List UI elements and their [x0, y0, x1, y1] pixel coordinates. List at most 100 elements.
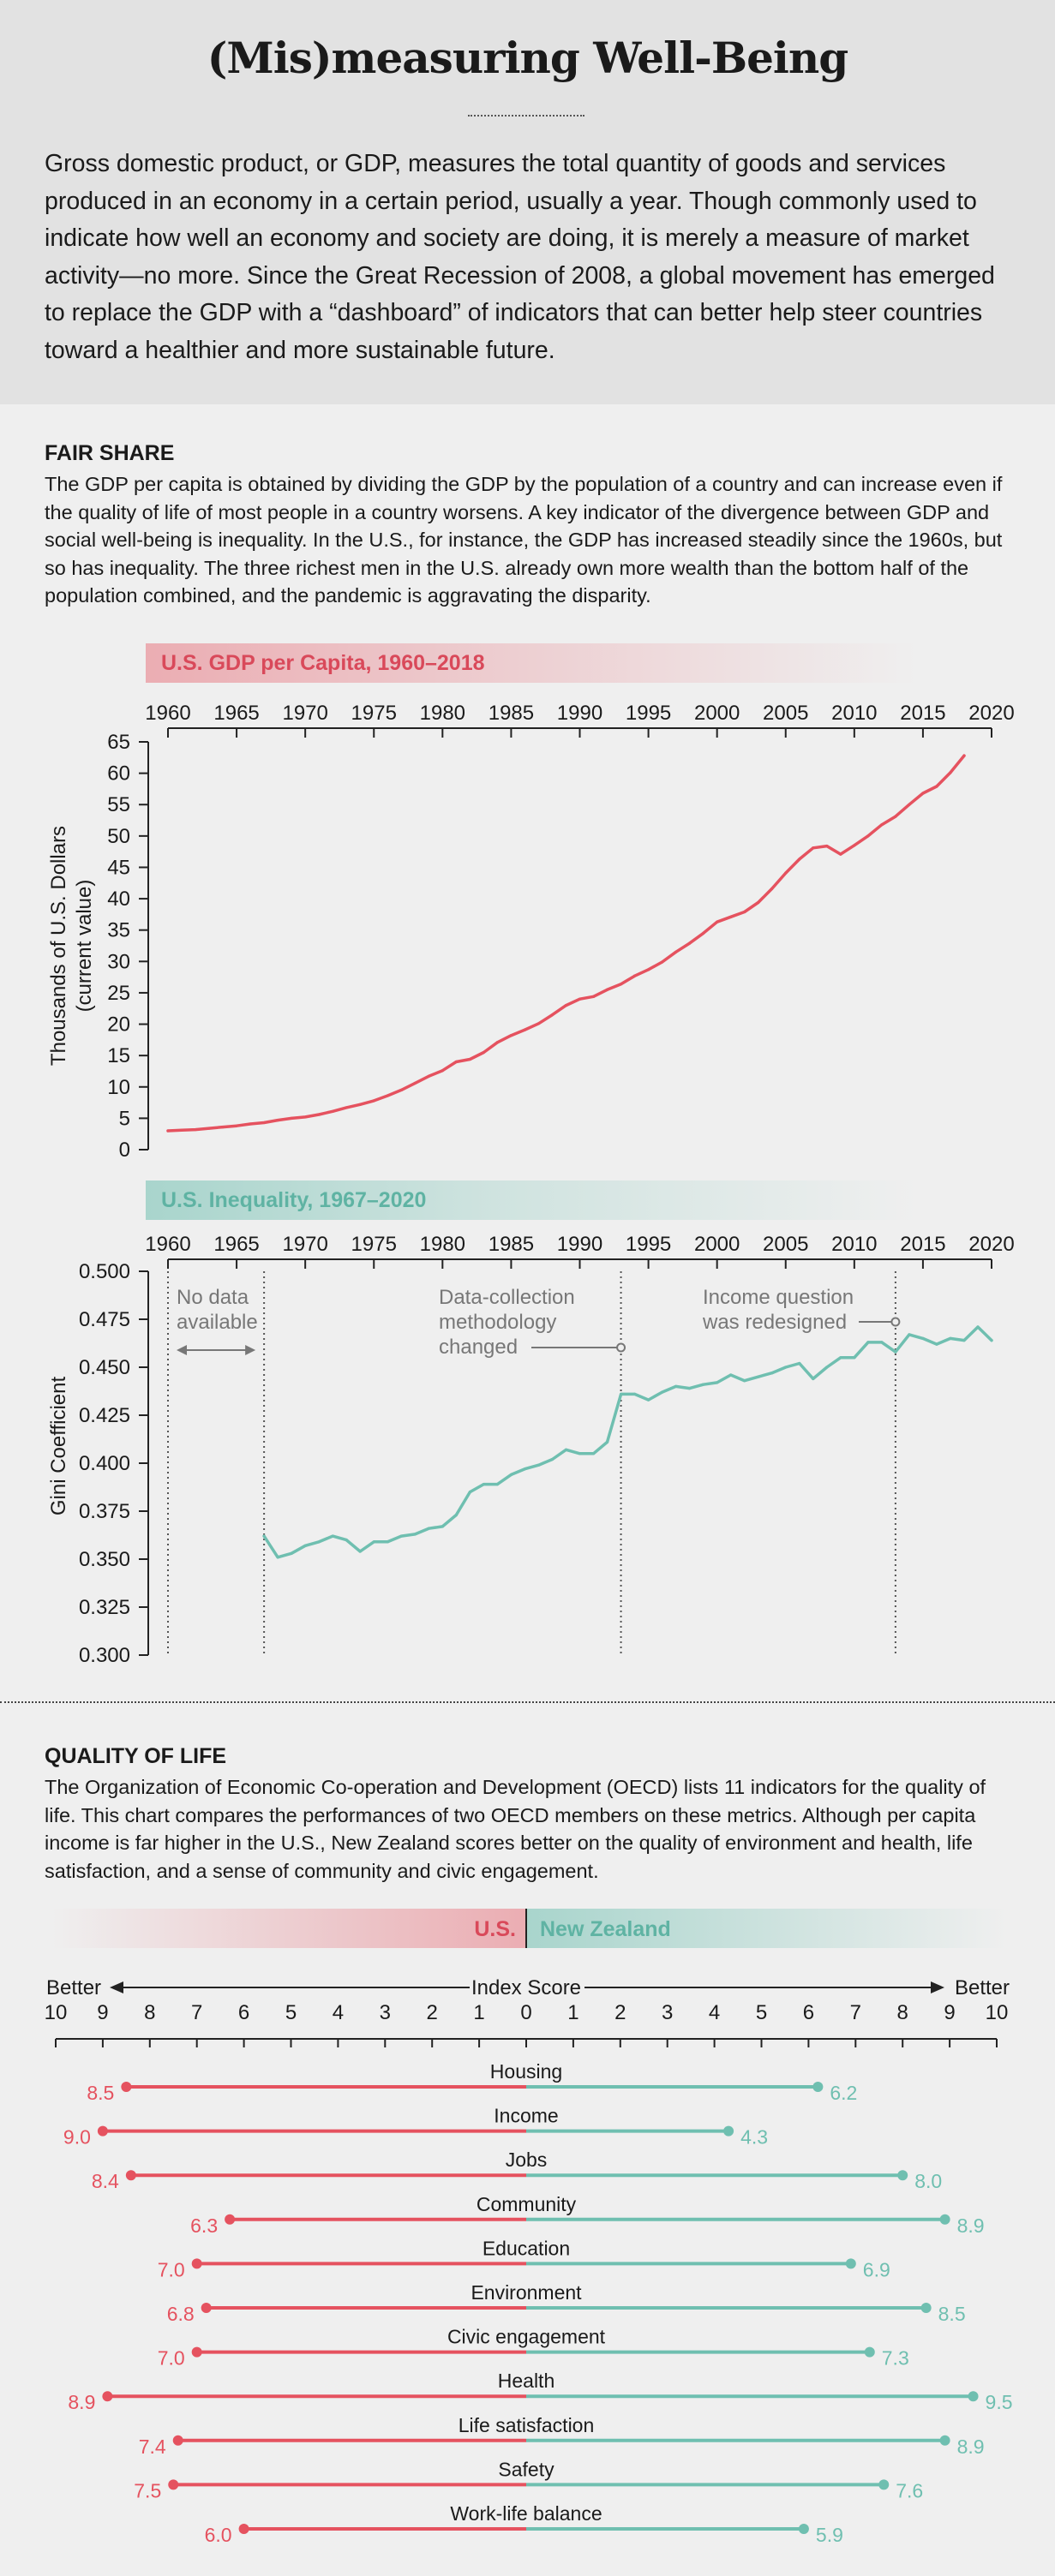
gdp-point: [880, 823, 884, 827]
x-tick-label: 1960: [145, 1233, 190, 1256]
quality-text: The Organization of Economic Co-operatio…: [45, 1776, 986, 1882]
gdp-point: [702, 931, 705, 935]
gdp-point: [949, 771, 952, 774]
y-tick-label: 0.375: [79, 1500, 130, 1523]
gdp-point: [413, 1081, 417, 1085]
annotation-no-data-text: No data: [177, 1286, 249, 1309]
gini-point: [674, 1384, 678, 1388]
gdp-point: [866, 834, 870, 838]
gini-point: [564, 1448, 568, 1451]
header-panel: (Mis)measuring Well-Being Gross domestic…: [0, 0, 1055, 404]
gdp-point: [427, 1074, 430, 1078]
nz-value-label: 7.3: [882, 2347, 909, 2370]
category-label: Environment: [471, 2281, 582, 2304]
gini-point: [386, 1540, 389, 1544]
gdp-point: [591, 995, 596, 998]
gdp-point: [399, 1088, 403, 1092]
x-tick-label: 2020: [968, 702, 1014, 725]
x-tick-label: 8: [144, 2001, 155, 2024]
gdp-point: [331, 1109, 334, 1113]
gini-point: [262, 1534, 266, 1538]
x-tick-label: 1960: [145, 702, 190, 725]
us-value-label: 8.4: [92, 2170, 119, 2192]
x-tick-label: 4: [709, 2001, 720, 2024]
gini-point: [591, 1452, 596, 1455]
x-tick-label: 9: [97, 2001, 108, 2024]
nz-value-label: 4.3: [740, 2126, 768, 2149]
x-tick-label: 2010: [831, 702, 877, 725]
x-tick-label: 1980: [420, 1233, 465, 1256]
gini-point: [853, 1356, 856, 1360]
gini-point: [770, 1372, 774, 1375]
gdp-point: [276, 1118, 279, 1122]
gdp-point: [166, 1129, 170, 1133]
gdp-point: [674, 950, 678, 953]
gdp-point: [550, 1013, 554, 1017]
y-tick-label: 20: [107, 1013, 130, 1037]
nz-dot: [812, 2082, 824, 2092]
gini-point: [702, 1383, 705, 1386]
nz-value-label: 7.6: [896, 2479, 923, 2501]
fair-share-heading: FAIR SHARE: [45, 441, 175, 465]
x-tick-label: 2005: [763, 1233, 808, 1256]
gdp-point: [564, 1003, 568, 1007]
y-tick-label: 10: [107, 1076, 130, 1099]
gdp-point: [358, 1103, 362, 1106]
gdp-point: [632, 974, 637, 977]
nz-value-label: 8.0: [914, 2170, 942, 2192]
nz-dot: [939, 2435, 950, 2446]
arrowhead-left: [177, 1345, 187, 1355]
gini-point: [509, 1473, 513, 1477]
nz-dot: [723, 2125, 734, 2137]
category-label: Work-life balance: [450, 2502, 602, 2525]
x-tick-label: 1: [567, 2001, 578, 2024]
y-tick-label: 40: [107, 888, 130, 911]
y-tick-label: 0.325: [79, 1596, 130, 1619]
us-value-label: 8.9: [68, 2391, 95, 2413]
y-tick-label: 35: [107, 919, 130, 942]
gini-point: [468, 1491, 471, 1494]
y-axis-label-2: (current value): [73, 880, 96, 1013]
x-tick-label: 5: [756, 2001, 767, 2024]
y-tick-label: 25: [107, 982, 130, 1005]
gini-chart-title: U.S. Inequality, 1967–2020: [146, 1180, 917, 1220]
y-tick-label: 0.450: [79, 1356, 130, 1379]
intro-text: Gross domestic product, or GDP, measures…: [45, 150, 995, 364]
x-tick-label: 2000: [694, 702, 740, 725]
nz-dot: [864, 2346, 875, 2358]
gini-point: [372, 1540, 375, 1544]
gini-point: [276, 1556, 279, 1559]
gini-point: [880, 1341, 884, 1344]
index-score-label: Index Score: [471, 1976, 581, 1999]
y-tick-label: 50: [107, 825, 130, 848]
us-dot: [191, 2258, 202, 2269]
gini-point: [632, 1392, 637, 1396]
better-right-label: Better: [955, 1976, 1010, 1999]
gdp-point: [962, 754, 966, 757]
nz-dot: [845, 2258, 856, 2269]
gini-point: [949, 1336, 952, 1340]
gdp-point: [536, 1022, 541, 1025]
gdp-point: [770, 887, 774, 890]
gdp-point: [619, 983, 623, 986]
gini-point: [990, 1339, 993, 1342]
x-tick-label: 8: [897, 2001, 908, 2024]
us-value-label: 7.5: [134, 2479, 161, 2501]
y-tick-label: 0.475: [79, 1308, 130, 1331]
annotation-no-data-text: available: [177, 1311, 258, 1334]
x-tick-label: 3: [380, 2001, 391, 2024]
us-dot: [201, 2303, 212, 2313]
gini-point: [661, 1390, 664, 1394]
gdp-point: [495, 1041, 500, 1044]
us-dot: [121, 2082, 132, 2092]
x-tick-label: 1975: [351, 702, 397, 725]
gdp-point: [441, 1069, 444, 1073]
y-tick-label: 30: [107, 950, 130, 973]
y-tick-label: 65: [107, 731, 130, 754]
x-tick-label: 1980: [420, 702, 465, 725]
gdp-point: [262, 1121, 266, 1125]
gini-point: [317, 1540, 321, 1544]
arrowhead-left: [110, 1981, 123, 1993]
gdp-point: [180, 1128, 183, 1132]
